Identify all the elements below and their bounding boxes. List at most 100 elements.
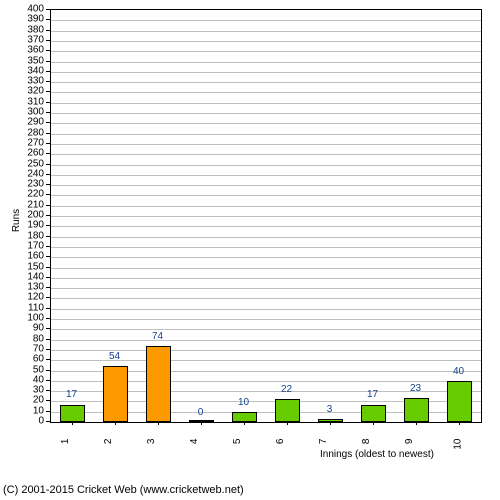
gridline bbox=[51, 257, 481, 258]
y-tick-label: 150 bbox=[27, 261, 44, 272]
y-tick-label: 140 bbox=[27, 271, 44, 282]
gridline bbox=[51, 268, 481, 269]
gridline bbox=[51, 51, 481, 52]
y-tick-label: 130 bbox=[27, 282, 44, 293]
bar bbox=[146, 346, 172, 422]
y-tick-label: 190 bbox=[27, 220, 44, 231]
y-tick-label: 100 bbox=[27, 313, 44, 324]
x-tick-mark bbox=[373, 421, 374, 425]
x-tick-label: 6 bbox=[275, 439, 286, 445]
y-tick-mark bbox=[46, 267, 50, 268]
y-tick-label: 300 bbox=[27, 107, 44, 118]
gridline bbox=[51, 123, 481, 124]
y-tick-mark bbox=[46, 380, 50, 381]
gridline bbox=[51, 309, 481, 310]
y-tick-label: 370 bbox=[27, 34, 44, 45]
gridline bbox=[51, 216, 481, 217]
gridline bbox=[51, 185, 481, 186]
y-tick-mark bbox=[46, 390, 50, 391]
gridline bbox=[51, 237, 481, 238]
gridline bbox=[51, 82, 481, 83]
y-tick-label: 230 bbox=[27, 179, 44, 190]
gridline bbox=[51, 175, 481, 176]
y-tick-mark bbox=[46, 9, 50, 10]
y-tick-mark bbox=[46, 19, 50, 20]
y-tick-label: 170 bbox=[27, 240, 44, 251]
y-tick-label: 350 bbox=[27, 55, 44, 66]
y-tick-label: 260 bbox=[27, 148, 44, 159]
y-tick-label: 270 bbox=[27, 137, 44, 148]
bar bbox=[404, 398, 430, 422]
y-tick-mark bbox=[46, 184, 50, 185]
y-tick-label: 240 bbox=[27, 168, 44, 179]
y-axis-title: Runs bbox=[11, 209, 22, 232]
y-tick-mark bbox=[46, 194, 50, 195]
y-tick-mark bbox=[46, 164, 50, 165]
y-tick-mark bbox=[46, 174, 50, 175]
y-tick-label: 160 bbox=[27, 251, 44, 262]
x-tick-label: 8 bbox=[361, 439, 372, 445]
y-tick-mark bbox=[46, 122, 50, 123]
y-tick-mark bbox=[46, 256, 50, 257]
y-tick-mark bbox=[46, 112, 50, 113]
gridline bbox=[51, 319, 481, 320]
bar-value-label: 17 bbox=[66, 389, 77, 400]
bar-value-label: 54 bbox=[109, 351, 120, 362]
bar bbox=[60, 405, 86, 423]
gridline bbox=[51, 72, 481, 73]
x-tick-mark bbox=[158, 421, 159, 425]
y-tick-label: 220 bbox=[27, 189, 44, 200]
y-tick-label: 50 bbox=[33, 364, 44, 375]
x-tick-mark bbox=[244, 421, 245, 425]
gridline bbox=[51, 288, 481, 289]
y-tick-label: 80 bbox=[33, 333, 44, 344]
gridline bbox=[51, 195, 481, 196]
y-tick-label: 90 bbox=[33, 323, 44, 334]
gridline bbox=[51, 92, 481, 93]
x-tick-mark bbox=[201, 421, 202, 425]
x-axis-title: Innings (oldest to newest) bbox=[320, 449, 434, 460]
y-tick-mark bbox=[46, 421, 50, 422]
y-tick-mark bbox=[46, 349, 50, 350]
gridline bbox=[51, 165, 481, 166]
x-tick-label: 7 bbox=[318, 439, 329, 445]
y-tick-label: 250 bbox=[27, 158, 44, 169]
y-tick-mark bbox=[46, 308, 50, 309]
y-tick-mark bbox=[46, 81, 50, 82]
x-tick-mark bbox=[330, 421, 331, 425]
y-tick-label: 380 bbox=[27, 24, 44, 35]
y-tick-mark bbox=[46, 40, 50, 41]
bar-value-label: 17 bbox=[367, 389, 378, 400]
x-tick-label: 9 bbox=[404, 439, 415, 445]
gridline bbox=[51, 31, 481, 32]
gridline bbox=[51, 41, 481, 42]
gridline bbox=[51, 20, 481, 21]
y-tick-label: 30 bbox=[33, 385, 44, 396]
bar bbox=[103, 366, 129, 422]
y-tick-mark bbox=[46, 153, 50, 154]
y-tick-mark bbox=[46, 91, 50, 92]
y-tick-mark bbox=[46, 143, 50, 144]
y-tick-label: 360 bbox=[27, 45, 44, 56]
y-tick-mark bbox=[46, 277, 50, 278]
x-tick-label: 2 bbox=[103, 439, 114, 445]
y-tick-mark bbox=[46, 411, 50, 412]
y-tick-mark bbox=[46, 215, 50, 216]
gridline bbox=[51, 154, 481, 155]
y-tick-mark bbox=[46, 205, 50, 206]
y-tick-mark bbox=[46, 359, 50, 360]
y-tick-label: 0 bbox=[38, 416, 44, 427]
y-tick-mark bbox=[46, 50, 50, 51]
y-tick-label: 40 bbox=[33, 374, 44, 385]
y-tick-label: 210 bbox=[27, 199, 44, 210]
y-tick-mark bbox=[46, 246, 50, 247]
x-tick-label: 10 bbox=[452, 439, 463, 450]
y-tick-mark bbox=[46, 61, 50, 62]
y-tick-label: 310 bbox=[27, 96, 44, 107]
y-tick-mark bbox=[46, 370, 50, 371]
x-tick-label: 3 bbox=[146, 439, 157, 445]
bar-value-label: 10 bbox=[238, 397, 249, 408]
gridline bbox=[51, 206, 481, 207]
y-tick-label: 280 bbox=[27, 127, 44, 138]
y-tick-mark bbox=[46, 102, 50, 103]
